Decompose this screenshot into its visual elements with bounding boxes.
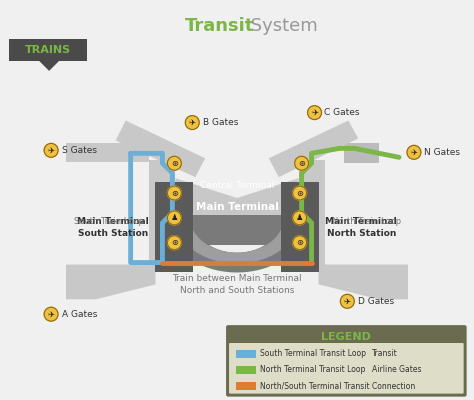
Circle shape [295,156,309,170]
Polygon shape [175,218,299,264]
Circle shape [340,294,354,308]
Text: Main Terminal
North Station: Main Terminal North Station [326,218,397,238]
Circle shape [308,106,321,120]
Text: LEGEND: LEGEND [321,332,371,342]
Polygon shape [319,264,408,299]
Text: ⊛: ⊛ [296,188,303,198]
Text: Transit: Transit [185,17,255,35]
Polygon shape [175,178,237,218]
Circle shape [407,145,421,159]
Circle shape [167,186,182,200]
Text: ♟: ♟ [296,213,303,222]
Polygon shape [269,120,358,177]
Text: ✈: ✈ [359,365,365,374]
Text: North/South Terminal Transit Connection: North/South Terminal Transit Connection [260,381,415,390]
Circle shape [167,236,182,250]
Text: System: System [245,17,318,35]
Text: ✈: ✈ [344,297,351,306]
Text: ⊛: ⊛ [171,238,178,247]
Polygon shape [116,120,205,177]
Polygon shape [148,160,175,270]
Text: ⊛: ⊛ [359,350,365,358]
FancyBboxPatch shape [236,382,256,390]
Circle shape [185,116,199,130]
Circle shape [356,364,368,376]
Bar [155,182,193,272]
FancyBboxPatch shape [236,366,256,374]
Circle shape [44,143,58,157]
Text: D Gates: D Gates [358,297,394,306]
Bar [165,215,309,245]
Text: Main Terminal
South Station: Main Terminal South Station [77,218,148,238]
Circle shape [167,211,182,225]
Text: ✈: ✈ [410,148,418,157]
FancyBboxPatch shape [229,343,464,394]
Polygon shape [66,264,155,299]
Text: ⊛: ⊛ [171,159,178,168]
FancyBboxPatch shape [236,350,256,358]
Text: TRAINS: TRAINS [25,45,71,55]
Text: ♟: ♟ [171,213,178,222]
Text: North Terminal Transit Loop: North Terminal Transit Loop [260,365,365,374]
Text: ✈: ✈ [189,118,196,127]
Circle shape [44,307,58,321]
Text: A Gates: A Gates [62,310,97,319]
Polygon shape [299,160,326,270]
Text: C Gates: C Gates [325,108,360,117]
Bar [281,182,319,272]
Polygon shape [165,218,309,272]
Text: N Gates: N Gates [424,148,460,157]
Text: ⊛: ⊛ [296,238,303,247]
Text: ✈: ✈ [47,310,55,319]
Text: North Train Loop: North Train Loop [332,217,401,226]
Text: Main Terminal: Main Terminal [196,202,278,212]
Text: Train between Main Terminal
North and South Stations: Train between Main Terminal North and So… [172,274,302,295]
Circle shape [167,156,182,170]
FancyBboxPatch shape [226,325,466,397]
Circle shape [292,211,307,225]
Text: ✈: ✈ [47,146,55,155]
Bar [345,143,379,163]
Text: S Gates: S Gates [62,146,97,155]
Text: B Gates: B Gates [203,118,238,127]
Circle shape [292,236,307,250]
Polygon shape [66,143,148,162]
Text: Transit: Transit [372,350,398,358]
FancyBboxPatch shape [9,39,87,61]
Text: ⊛: ⊛ [171,188,178,198]
Text: ⊛: ⊛ [298,159,305,168]
Text: Airline Gates: Airline Gates [372,365,422,374]
Text: Central Terminal: Central Terminal [200,181,274,190]
Text: ✈: ✈ [311,108,318,117]
Text: South Train Loop: South Train Loop [74,217,144,226]
Circle shape [356,348,368,360]
Text: South Terminal Transit Loop: South Terminal Transit Loop [260,350,366,358]
Circle shape [292,186,307,200]
Polygon shape [237,178,299,218]
Polygon shape [39,61,59,71]
